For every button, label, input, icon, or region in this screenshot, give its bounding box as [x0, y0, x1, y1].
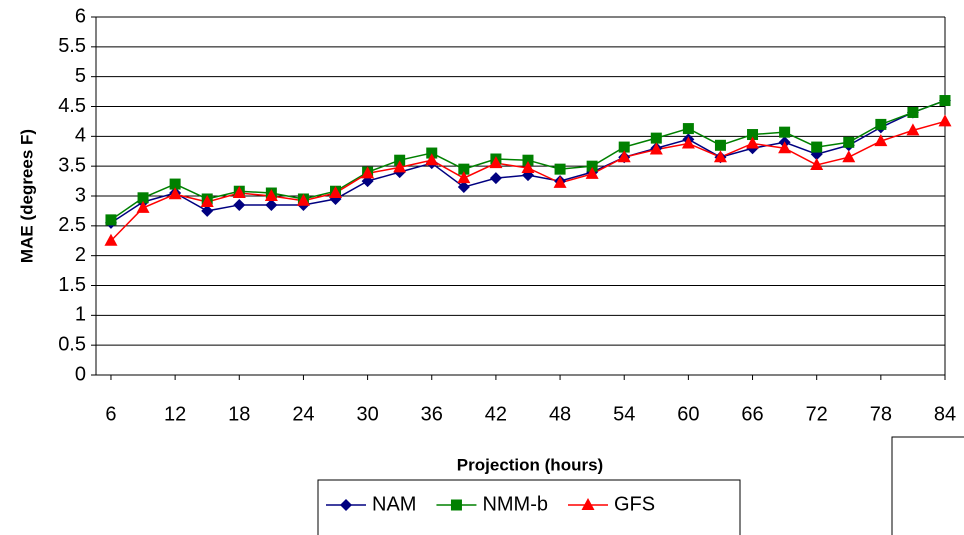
- marker: [747, 129, 759, 141]
- y-tick-label: 3: [75, 184, 86, 206]
- marker: [553, 175, 567, 188]
- marker: [810, 157, 824, 170]
- marker: [361, 166, 375, 179]
- marker: [169, 178, 181, 190]
- marker: [779, 126, 791, 138]
- legend-label: GFS: [614, 493, 655, 515]
- x-tick-label: 12: [164, 403, 186, 425]
- y-tick-label: 3.5: [58, 154, 86, 176]
- marker: [938, 114, 952, 127]
- y-tick-label: 4.5: [58, 95, 86, 117]
- y-tick-label: 6: [75, 5, 86, 27]
- x-tick-label: 84: [934, 403, 956, 425]
- y-tick-label: 0: [75, 363, 86, 385]
- marker: [617, 150, 631, 163]
- marker: [585, 166, 599, 179]
- y-tick-label: 0.5: [58, 333, 86, 355]
- legend-label: NMM-b: [482, 493, 548, 515]
- x-tick-label: 60: [677, 403, 699, 425]
- y-tick-label: 2: [75, 244, 86, 266]
- marker: [586, 160, 598, 172]
- marker: [682, 123, 694, 135]
- x-tick-label: 42: [485, 403, 507, 425]
- marker: [137, 192, 149, 204]
- marker: [714, 139, 726, 151]
- y-tick-label: 1: [75, 304, 86, 326]
- y-tick-label: 5: [75, 65, 86, 87]
- x-tick-label: 30: [356, 403, 378, 425]
- marker: [811, 141, 823, 153]
- marker: [939, 95, 951, 107]
- legend-box: [317, 479, 741, 535]
- marker: [618, 141, 630, 153]
- marker: [450, 499, 462, 511]
- y-tick-label: 1.5: [58, 274, 86, 296]
- marker: [874, 134, 888, 147]
- marker: [649, 142, 663, 155]
- marker: [329, 186, 343, 199]
- marker: [104, 233, 118, 246]
- marker: [393, 160, 407, 173]
- marker: [489, 172, 502, 185]
- x-tick-label: 72: [806, 403, 828, 425]
- marker: [458, 163, 470, 175]
- marker: [746, 136, 760, 149]
- marker: [201, 204, 214, 217]
- marker: [457, 181, 470, 194]
- legend-label: NAM: [372, 493, 416, 515]
- x-tick-label: 18: [228, 403, 250, 425]
- marker: [457, 171, 471, 184]
- marker: [581, 498, 595, 510]
- frame-box: [891, 436, 964, 535]
- marker: [105, 214, 117, 226]
- marker: [233, 198, 246, 211]
- marker: [136, 200, 150, 213]
- marker: [522, 154, 534, 166]
- x-tick-label: 54: [613, 403, 635, 425]
- marker: [232, 186, 246, 199]
- marker: [340, 499, 352, 511]
- x-tick-label: 24: [292, 403, 314, 425]
- marker: [842, 150, 856, 163]
- legend: NAM NMM-b GFS: [317, 479, 741, 535]
- marker: [713, 150, 727, 163]
- x-tick-label: 6: [105, 403, 116, 425]
- marker: [875, 118, 887, 130]
- x-tick-label: 78: [870, 403, 892, 425]
- y-axis-label: MAE (degrees F): [17, 129, 36, 263]
- marker: [296, 193, 310, 206]
- marker: [265, 198, 278, 211]
- marker: [264, 189, 278, 201]
- marker: [168, 187, 182, 200]
- marker: [650, 132, 662, 144]
- marker: [843, 136, 855, 148]
- marker: [425, 153, 439, 166]
- x-tick-label: 48: [549, 403, 571, 425]
- marker: [200, 194, 214, 207]
- y-tick-label: 5.5: [58, 35, 86, 57]
- x-axis-label: Projection (hours): [457, 455, 603, 474]
- marker: [394, 154, 406, 166]
- marker: [778, 141, 792, 154]
- marker: [906, 123, 920, 136]
- marker: [489, 156, 503, 169]
- y-tick-label: 4: [75, 125, 86, 147]
- marker: [554, 163, 566, 175]
- marker: [426, 147, 438, 159]
- x-tick-label: 66: [741, 403, 763, 425]
- y-tick-label: 2.5: [58, 214, 86, 236]
- marker: [521, 160, 535, 173]
- marker: [681, 136, 695, 149]
- x-tick-label: 36: [421, 403, 443, 425]
- marker: [907, 106, 919, 118]
